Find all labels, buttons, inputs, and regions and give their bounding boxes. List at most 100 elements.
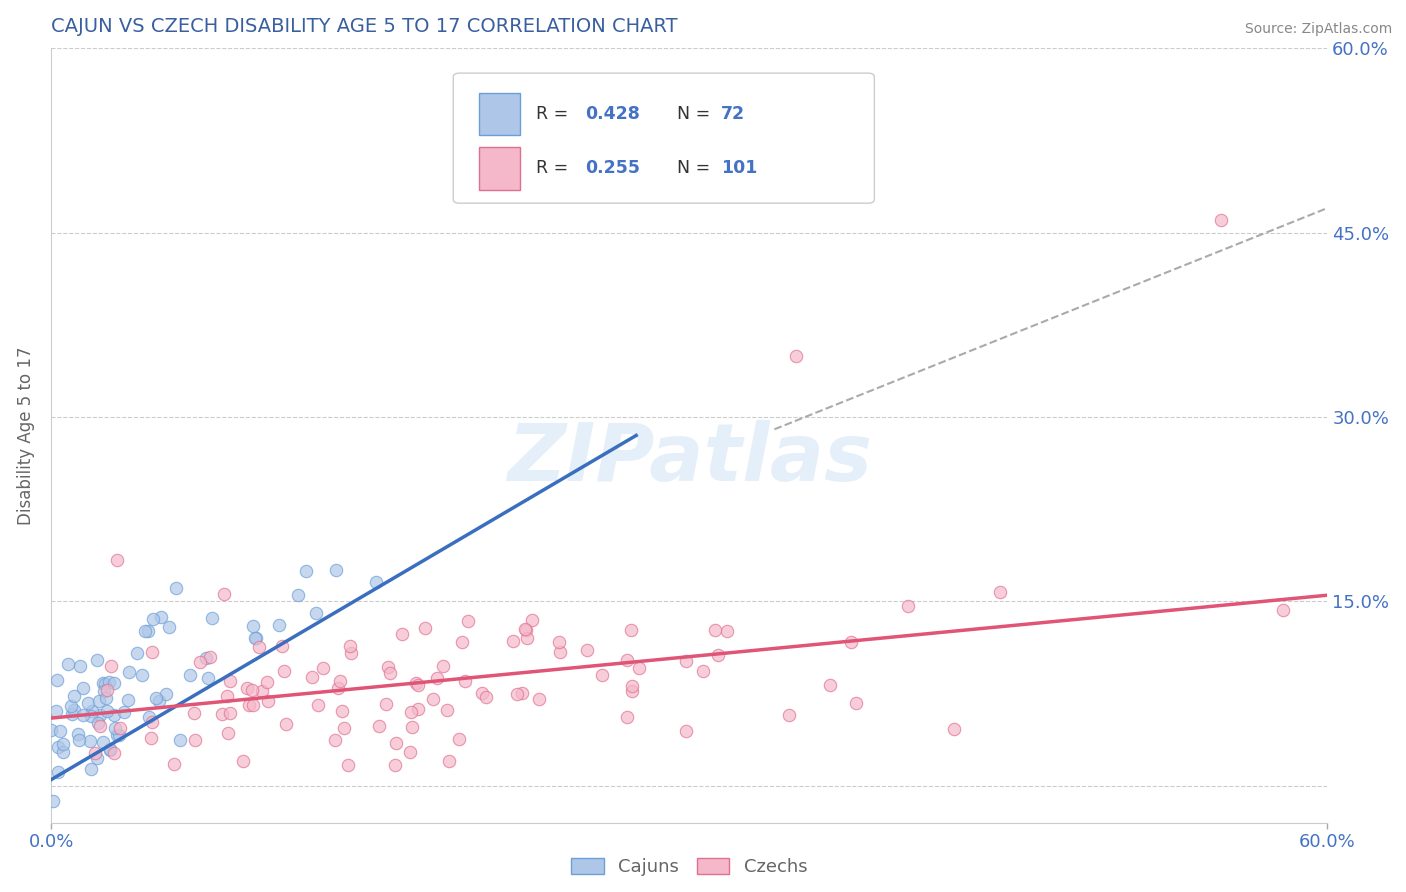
- Point: [839, 635, 862, 649]
- Point: [398, 746, 420, 760]
- Point: [364, 574, 387, 589]
- Point: [138, 710, 160, 724]
- Point: [87, 715, 110, 730]
- Point: [108, 721, 131, 735]
- Point: [447, 732, 470, 747]
- Point: [149, 610, 172, 624]
- Point: [82, 704, 104, 718]
- Point: [236, 681, 259, 696]
- Point: [627, 661, 650, 675]
- Point: [62, 703, 84, 717]
- Point: [141, 731, 163, 746]
- Text: N =: N =: [676, 105, 716, 123]
- Point: [252, 683, 274, 698]
- Point: [340, 647, 363, 661]
- Point: [238, 698, 260, 713]
- Point: [217, 689, 239, 703]
- Point: [242, 698, 264, 713]
- Point: [311, 661, 333, 675]
- Text: R =: R =: [536, 105, 574, 123]
- Point: [510, 686, 533, 700]
- Point: [157, 620, 180, 634]
- Point: [94, 677, 117, 691]
- Point: [112, 705, 135, 719]
- Point: [125, 646, 148, 660]
- Point: [439, 754, 461, 768]
- Point: [77, 697, 100, 711]
- Point: [385, 736, 408, 750]
- Point: [323, 733, 346, 747]
- Point: [508, 139, 530, 153]
- Point: [80, 709, 103, 723]
- Point: [72, 708, 94, 723]
- Point: [201, 610, 224, 624]
- Point: [245, 631, 267, 645]
- Point: [195, 651, 218, 665]
- Point: [188, 655, 211, 669]
- Point: [391, 627, 413, 641]
- Point: [513, 623, 536, 637]
- Point: [307, 698, 329, 713]
- Point: [305, 607, 328, 621]
- Point: [450, 635, 472, 649]
- Point: [118, 665, 141, 679]
- Point: [990, 585, 1012, 599]
- Point: [91, 735, 114, 749]
- Point: [457, 614, 479, 628]
- Point: [42, 794, 65, 808]
- Point: [1209, 213, 1232, 227]
- Point: [169, 732, 191, 747]
- Point: [105, 728, 128, 742]
- Point: [103, 746, 125, 760]
- Text: Source: ZipAtlas.com: Source: ZipAtlas.com: [1244, 22, 1392, 37]
- Point: [219, 706, 242, 721]
- Point: [72, 681, 94, 695]
- Point: [675, 723, 697, 738]
- Point: [274, 717, 297, 731]
- Point: [245, 631, 267, 645]
- Legend: Cajuns, Czechs: Cajuns, Czechs: [564, 850, 815, 883]
- FancyBboxPatch shape: [479, 93, 520, 136]
- Point: [616, 710, 638, 724]
- Point: [329, 674, 352, 689]
- Point: [103, 707, 125, 722]
- Point: [336, 758, 359, 772]
- Point: [247, 640, 270, 654]
- Text: 101: 101: [721, 160, 758, 178]
- Point: [845, 696, 868, 710]
- Point: [96, 704, 118, 718]
- Point: [89, 707, 111, 722]
- Point: [89, 719, 111, 733]
- Point: [79, 762, 101, 776]
- Point: [148, 694, 170, 708]
- Point: [333, 721, 356, 735]
- Point: [79, 734, 101, 748]
- Point: [60, 706, 83, 721]
- Point: [408, 677, 430, 691]
- Point: [704, 623, 727, 637]
- Point: [211, 707, 233, 722]
- Point: [142, 612, 165, 626]
- Point: [136, 624, 159, 638]
- Point: [328, 681, 350, 695]
- Point: [242, 619, 264, 633]
- Point: [436, 703, 458, 717]
- Point: [219, 674, 242, 689]
- Point: [325, 563, 347, 577]
- Point: [422, 691, 444, 706]
- Point: [548, 645, 571, 659]
- Point: [86, 653, 108, 667]
- Point: [287, 588, 309, 602]
- Point: [179, 668, 201, 682]
- Point: [52, 745, 75, 759]
- Point: [778, 707, 800, 722]
- Point: [675, 654, 697, 668]
- Point: [198, 650, 221, 665]
- Point: [165, 582, 187, 596]
- Point: [217, 726, 239, 740]
- Point: [163, 757, 186, 772]
- Point: [399, 705, 422, 719]
- Point: [66, 727, 89, 741]
- Point: [94, 690, 117, 705]
- Text: N =: N =: [676, 160, 716, 178]
